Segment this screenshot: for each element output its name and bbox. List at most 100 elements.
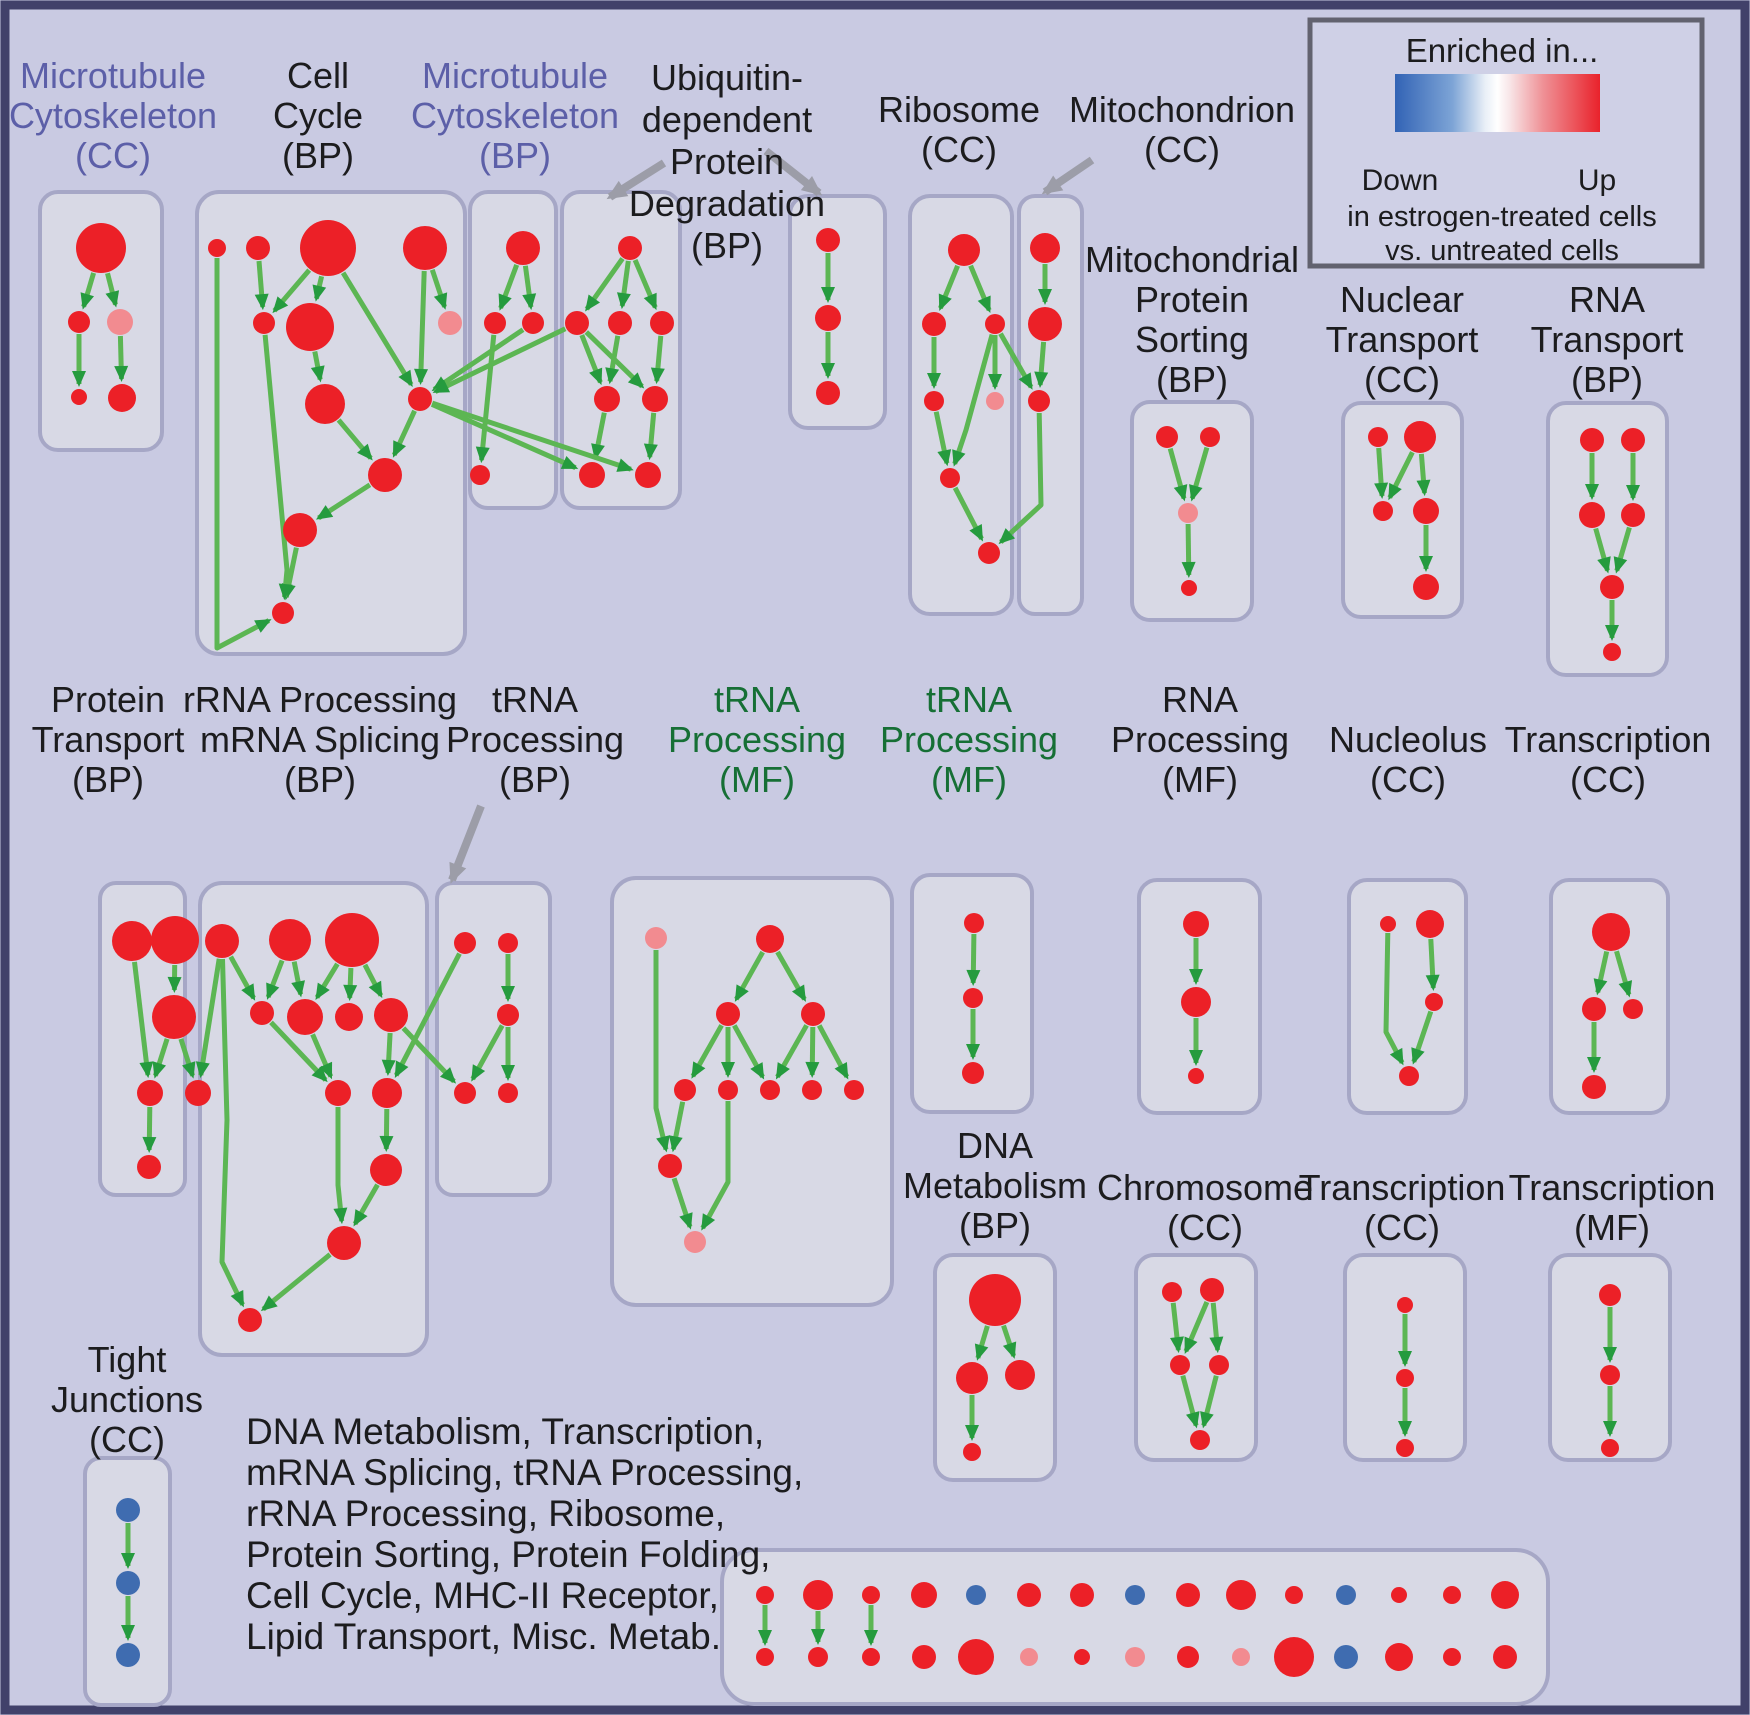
edge-arrow bbox=[269, 1020, 328, 1083]
cluster-box-nuclear-transport bbox=[1341, 401, 1464, 619]
label-line: (BP) bbox=[499, 759, 571, 800]
go-node-up bbox=[112, 921, 152, 961]
go-node-up bbox=[325, 913, 379, 967]
edge-arrow bbox=[393, 952, 462, 1078]
edge-arrow bbox=[1593, 527, 1611, 574]
go-node-up bbox=[1592, 913, 1630, 951]
edge-arrow bbox=[775, 950, 807, 1002]
cluster-label: DNA Metabolism, Transcription, mRNA Splic… bbox=[246, 1411, 803, 1657]
go-node-slightly-up bbox=[1178, 503, 1198, 523]
go-node-up bbox=[716, 1002, 740, 1026]
go-node-slightly-up bbox=[1125, 1647, 1145, 1667]
go-node-up bbox=[1396, 1369, 1414, 1387]
go-node-up bbox=[208, 239, 226, 257]
edge-arrow bbox=[690, 1024, 724, 1079]
edge-arrow bbox=[228, 955, 256, 1001]
go-node-up bbox=[253, 312, 275, 334]
edge-arrow bbox=[475, 334, 497, 464]
cluster-box-transcription-cc-1 bbox=[1549, 878, 1670, 1115]
go-node-up bbox=[579, 462, 605, 488]
label-line: (CC) bbox=[1570, 759, 1646, 800]
label-line: Transcription bbox=[1505, 719, 1712, 760]
cluster-box-rna-transport bbox=[1546, 401, 1669, 677]
cluster-label: tRNA Processing (MF) bbox=[880, 679, 1058, 800]
go-node-up bbox=[68, 311, 90, 333]
annotation-arrow bbox=[763, 147, 823, 197]
cluster-label: Ubiquitin-dependent Protein Degradation (BP… bbox=[629, 57, 825, 266]
label-line: Processing bbox=[668, 719, 846, 760]
go-node-up bbox=[484, 312, 506, 334]
go-node-up bbox=[958, 1639, 994, 1675]
edge-arrow bbox=[998, 332, 1034, 390]
edge-arrow bbox=[265, 959, 285, 1000]
go-node-up bbox=[1385, 1643, 1413, 1671]
go-node-up bbox=[756, 1648, 774, 1666]
label-line: (BP) bbox=[284, 759, 356, 800]
edge-arrow bbox=[952, 333, 995, 467]
go-node-up bbox=[962, 1062, 984, 1084]
edge-arrow bbox=[272, 268, 312, 314]
annotation-arrow bbox=[1041, 156, 1095, 196]
go-node-up bbox=[368, 458, 402, 492]
go-node-up bbox=[608, 311, 632, 335]
go-node-slightly-up bbox=[645, 927, 667, 949]
edge-arrow bbox=[362, 963, 384, 999]
go-node-slightly-up bbox=[684, 1231, 706, 1253]
cluster-label: Mitochondrion (CC) bbox=[1069, 89, 1295, 170]
edge-arrow bbox=[1613, 526, 1632, 574]
go-node-up bbox=[1005, 1360, 1035, 1390]
go-node-up bbox=[1074, 1649, 1090, 1665]
go-node-up bbox=[71, 389, 87, 405]
legend-gradient-bar bbox=[1395, 74, 1600, 132]
label-line: (MF) bbox=[1162, 759, 1238, 800]
go-node-up bbox=[1181, 580, 1197, 596]
label-line: Ubiquitin- bbox=[651, 57, 803, 98]
edge-arrow bbox=[1183, 1301, 1210, 1354]
go-node-up bbox=[272, 602, 294, 624]
go-node-slightly-up bbox=[107, 309, 133, 335]
cluster-label: Protein Transport (BP) bbox=[32, 679, 185, 800]
go-node-up bbox=[1226, 1580, 1256, 1610]
edge-arrow bbox=[522, 265, 537, 311]
label-line: tRNA bbox=[714, 679, 800, 720]
label-line: Nucleolus bbox=[1329, 719, 1487, 760]
label-line: (BP) bbox=[479, 135, 551, 176]
go-node-up bbox=[963, 988, 983, 1008]
edge-arrow bbox=[262, 334, 293, 601]
go-node-up bbox=[924, 391, 944, 411]
go-node-up bbox=[1580, 428, 1604, 452]
edge-arrow bbox=[775, 1024, 809, 1080]
edge-arrow bbox=[431, 400, 634, 472]
cluster-label: tRNA Processing (MF) bbox=[668, 679, 846, 800]
go-node-up bbox=[862, 1586, 880, 1604]
edge-arrow bbox=[805, 1026, 820, 1078]
go-node-up bbox=[238, 1308, 262, 1332]
go-node-slightly-up bbox=[438, 311, 462, 335]
edge-arrow bbox=[632, 259, 658, 311]
go-node-up bbox=[408, 387, 432, 411]
label-line: RNA bbox=[1569, 279, 1645, 320]
edge-arrow bbox=[381, 1032, 396, 1076]
edge-arrow bbox=[1200, 1375, 1219, 1429]
edge-arrow bbox=[1167, 447, 1188, 502]
cluster-label: Transcription (MF) bbox=[1509, 1167, 1716, 1248]
label-line: Nuclear bbox=[1340, 279, 1464, 320]
edge-arrow bbox=[1374, 447, 1389, 499]
legend-down-label: Down bbox=[1362, 164, 1439, 197]
go-node-up bbox=[594, 386, 620, 412]
go-node-up bbox=[816, 228, 840, 252]
edge-arrow bbox=[343, 967, 358, 1001]
go-node-up bbox=[108, 384, 136, 412]
edge-arrow bbox=[379, 1108, 394, 1152]
go-node-up bbox=[1600, 1365, 1620, 1385]
label-line: Lipid Transport, Misc. Metab. bbox=[246, 1616, 721, 1657]
go-node-up bbox=[76, 223, 126, 273]
go-node-up bbox=[1600, 575, 1624, 599]
edge-arrow bbox=[1181, 523, 1196, 578]
edge-arrow bbox=[333, 1107, 348, 1225]
legend-box bbox=[1307, 17, 1705, 269]
go-node-up bbox=[287, 999, 323, 1035]
label-line: Metabolism bbox=[903, 1165, 1087, 1206]
label-line: Cell Cycle, MHC-II Receptor, bbox=[246, 1575, 719, 1616]
label-line: (CC) bbox=[1370, 759, 1446, 800]
